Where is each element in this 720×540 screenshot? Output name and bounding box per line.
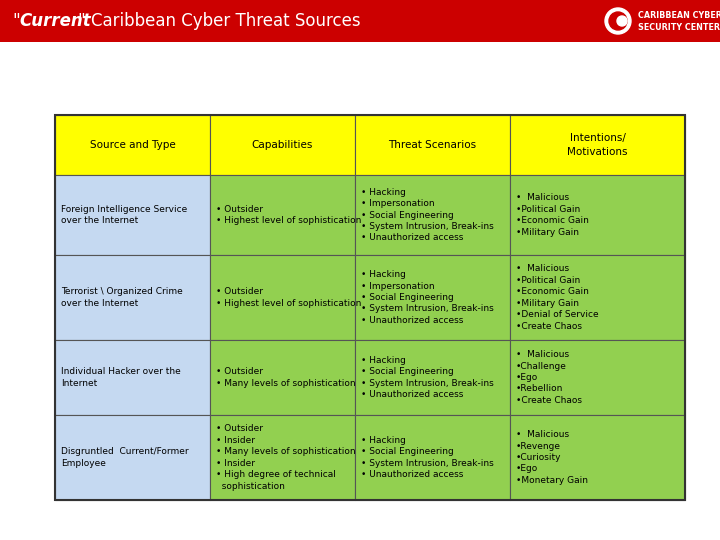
Bar [355, 175, 510, 255]
Text: • Hacking
• Social Engineering
• System Intrusion, Break-ins
• Unauthorized acce: • Hacking • Social Engineering • System … [361, 436, 494, 479]
Text: • Outsider
• Many levels of sophistication: • Outsider • Many levels of sophisticati… [216, 367, 356, 388]
Bar [355, 115, 510, 175]
Text: Threat Scenarios: Threat Scenarios [388, 140, 477, 150]
Text: •  Malicious
•Political Gain
•Economic Gain
•Military Gain
•Denial of Service
•C: • Malicious •Political Gain •Economic Ga… [516, 265, 598, 330]
Bar [55, 255, 210, 340]
Bar [210, 175, 355, 255]
Bar [355, 340, 510, 415]
Circle shape [605, 8, 631, 34]
Bar [510, 340, 685, 415]
Bar [210, 340, 355, 415]
Bar [510, 115, 685, 175]
Text: Source and Type: Source and Type [89, 140, 176, 150]
Text: •  Malicious
•Challenge
•Ego
•Rebellion
•Create Chaos: • Malicious •Challenge •Ego •Rebellion •… [516, 350, 582, 405]
Bar [55, 115, 685, 500]
Text: Intentions/
Motivations: Intentions/ Motivations [567, 133, 628, 157]
Text: •  Malicious
•Revenge
•Curiosity
•Ego
•Monetary Gain: • Malicious •Revenge •Curiosity •Ego •Mo… [516, 430, 588, 485]
Bar [55, 175, 210, 255]
Bar [55, 115, 210, 175]
Text: • Outsider
• Highest level of sophistication: • Outsider • Highest level of sophistica… [216, 287, 361, 308]
Bar [510, 415, 685, 500]
Bar [0, 0, 720, 42]
Bar [355, 255, 510, 340]
Text: • Outsider
• Highest level of sophistication: • Outsider • Highest level of sophistica… [216, 205, 361, 225]
Bar [355, 415, 510, 500]
Text: Foreign Intelligence Service
over the Internet: Foreign Intelligence Service over the In… [61, 205, 187, 225]
Bar [210, 115, 355, 175]
Text: • Hacking
• Social Engineering
• System Intrusion, Break-ins
• Unauthorized acce: • Hacking • Social Engineering • System … [361, 356, 494, 399]
Text: Terrorist \ Organized Crime
over the Internet: Terrorist \ Organized Crime over the Int… [61, 287, 183, 308]
Circle shape [609, 12, 627, 30]
Bar [510, 175, 685, 255]
Bar [210, 255, 355, 340]
Bar [55, 415, 210, 500]
Text: CARIBBEAN CYBER: CARIBBEAN CYBER [638, 10, 720, 19]
Text: • Outsider
• Insider
• Many levels of sophistication
• Insider
• High degree of : • Outsider • Insider • Many levels of so… [216, 424, 356, 491]
Bar [210, 415, 355, 500]
Bar [510, 255, 685, 340]
Text: Disgruntled  Current/Former
Employee: Disgruntled Current/Former Employee [61, 447, 189, 468]
Bar [55, 340, 210, 415]
Text: SECURITY CENTER: SECURITY CENTER [638, 23, 720, 31]
Text: • Hacking
• Impersonation
• Social Engineering
• System Intrusion, Break-ins
• U: • Hacking • Impersonation • Social Engin… [361, 187, 494, 242]
Text: " Caribbean Cyber Threat Sources: " Caribbean Cyber Threat Sources [78, 12, 361, 30]
Text: Current: Current [19, 12, 91, 30]
Text: Capabilities: Capabilities [252, 140, 313, 150]
Circle shape [617, 16, 627, 26]
Text: •  Malicious
•Political Gain
•Economic Gain
•Military Gain: • Malicious •Political Gain •Economic Ga… [516, 193, 589, 237]
Text: ": " [12, 12, 19, 30]
Text: Individual Hacker over the
Internet: Individual Hacker over the Internet [61, 367, 181, 388]
Text: • Hacking
• Impersonation
• Social Engineering
• System Intrusion, Break-ins
• U: • Hacking • Impersonation • Social Engin… [361, 270, 494, 325]
